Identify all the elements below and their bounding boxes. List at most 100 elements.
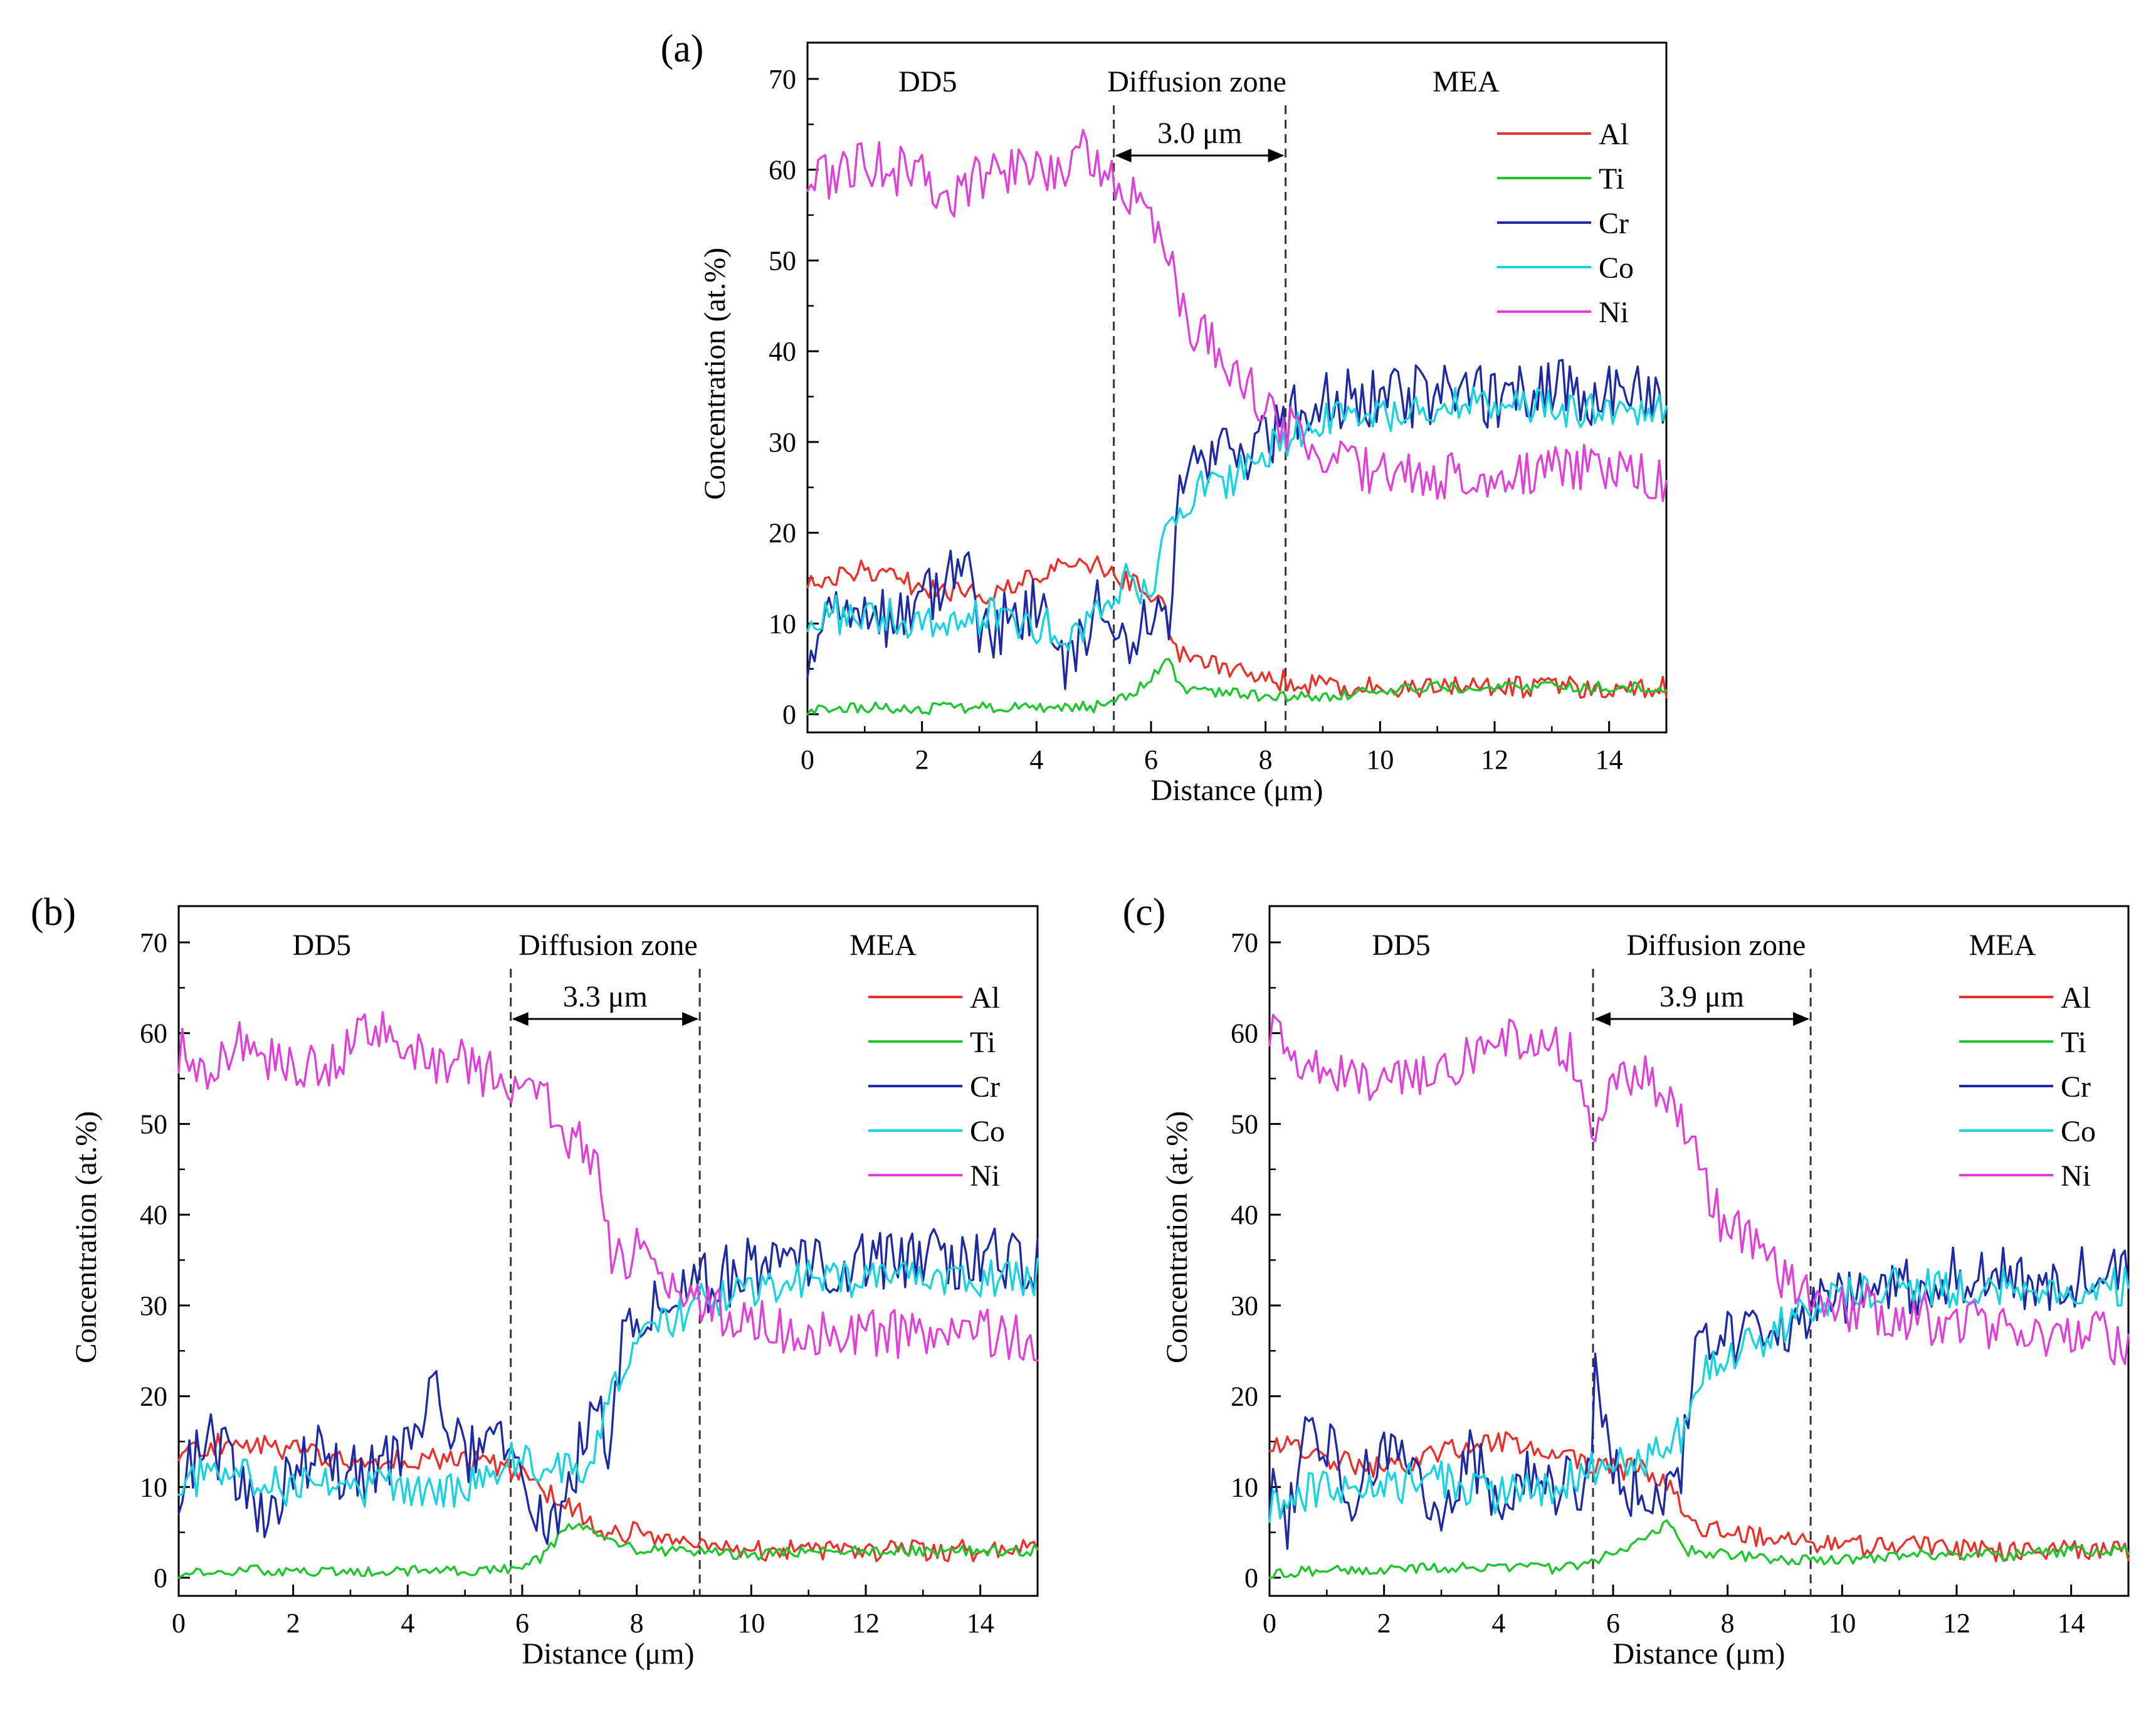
x-tick-label: 0 — [801, 744, 814, 775]
width-annotation: 3.9 μm — [1659, 980, 1744, 1013]
legend-label: Ni — [970, 1159, 1000, 1193]
x-tick-label: 8 — [1259, 744, 1273, 775]
width-arrowhead-left — [1115, 149, 1132, 162]
y-tick-label: 30 — [1231, 1290, 1258, 1321]
panel-label: (b) — [31, 891, 76, 934]
y-tick-label: 10 — [769, 608, 796, 639]
x-tick-label: 10 — [1828, 1608, 1856, 1639]
x-tick-label: 2 — [915, 744, 929, 775]
x-axis-label: Distance (μm) — [522, 1637, 695, 1670]
x-tick-label: 12 — [852, 1608, 880, 1639]
x-tick-label: 0 — [172, 1608, 186, 1639]
x-tick-label: 4 — [401, 1608, 414, 1639]
width-arrowhead-right — [1268, 149, 1285, 162]
legend-label: Ti — [1599, 162, 1624, 196]
series-line-co — [806, 386, 1668, 652]
x-tick-label: 14 — [2058, 1608, 2085, 1639]
region-label: Diffusion zone — [1627, 929, 1806, 962]
y-tick-label: 50 — [769, 245, 796, 276]
panel-b: (b) 0 2 4 6 8 10 12 14 0 10 20 30 40 50 60 70 Distance (μ… — [31, 891, 1039, 1670]
series-line-ni — [1268, 1013, 2130, 1366]
x-axis-label: Distance (μm) — [1613, 1637, 1785, 1670]
x-tick-label: 4 — [1491, 1608, 1505, 1639]
y-tick-label: 70 — [769, 64, 796, 95]
y-tick-label: 40 — [769, 336, 796, 367]
y-tick-label: 10 — [1231, 1472, 1258, 1502]
y-axis-label: Concentration (at.%) — [70, 1111, 103, 1364]
region-label: Diffusion zone — [1107, 65, 1286, 98]
legend-label: Cr — [2061, 1070, 2091, 1104]
y-tick-label: 0 — [154, 1563, 167, 1593]
width-arrowhead-left — [512, 1012, 528, 1026]
x-tick-label: 12 — [1481, 744, 1508, 775]
x-tick-label: 8 — [630, 1608, 644, 1639]
legend-label: Al — [2061, 981, 2091, 1015]
y-tick-label: 70 — [140, 927, 167, 958]
width-arrowhead-left — [1594, 1012, 1611, 1026]
y-tick-label: 70 — [1231, 927, 1258, 958]
y-tick-label: 50 — [1231, 1109, 1258, 1139]
series-line-cr — [806, 359, 1668, 690]
legend-label: Ti — [2061, 1026, 2086, 1059]
panel-a: (a) 0 2 4 6 8 10 12 14 0 10 20 30 40 50 60 70 Distance (μ… — [661, 28, 1668, 807]
region-label: Diffusion zone — [518, 929, 698, 962]
series-line-cr — [177, 1227, 1039, 1545]
y-tick-label: 40 — [140, 1200, 167, 1230]
region-label: MEA — [1969, 929, 2036, 962]
x-tick-label: 10 — [1366, 744, 1394, 775]
legend-label: Ti — [970, 1026, 996, 1059]
legend-label: Cr — [970, 1070, 1000, 1104]
x-tick-label: 6 — [515, 1608, 529, 1639]
y-tick-label: 60 — [1231, 1018, 1258, 1049]
region-label: MEA — [1433, 65, 1500, 98]
legend-label: Ni — [2061, 1159, 2091, 1193]
y-tick-label: 40 — [1231, 1200, 1258, 1230]
x-tick-label: 8 — [1721, 1608, 1735, 1639]
series-line-ni — [806, 129, 1668, 502]
y-tick-label: 10 — [140, 1472, 167, 1502]
series-line-co — [177, 1257, 1039, 1508]
x-tick-label: 4 — [1029, 744, 1043, 775]
y-axis-label: Concentration (at.%) — [1160, 1111, 1194, 1364]
x-tick-label: 6 — [1606, 1608, 1620, 1639]
legend-label: Cr — [1599, 207, 1629, 240]
series-line-al — [806, 555, 1668, 699]
panel-label: (a) — [661, 28, 704, 70]
y-tick-label: 30 — [140, 1290, 167, 1321]
plot-frame — [806, 41, 1668, 734]
legend-label: Co — [2061, 1115, 2096, 1148]
series-line-cr — [1268, 1246, 2130, 1550]
y-tick-label: 20 — [140, 1381, 167, 1412]
x-tick-label: 14 — [1596, 744, 1623, 775]
legend-label: Al — [1599, 118, 1629, 151]
legend-label: Ni — [1599, 296, 1629, 329]
series-line-ni — [177, 1011, 1039, 1362]
x-tick-label: 12 — [1943, 1608, 1970, 1639]
region-label: DD5 — [293, 929, 351, 962]
panel-label: (c) — [1123, 891, 1166, 934]
legend-label: Al — [970, 981, 1000, 1015]
y-tick-label: 0 — [1244, 1563, 1258, 1593]
y-tick-label: 30 — [769, 427, 796, 458]
region-label: DD5 — [898, 65, 957, 98]
plot-frame — [1268, 905, 2130, 1597]
region-label: MEA — [849, 929, 917, 962]
panel-c: (c) 0 2 4 6 8 10 12 14 0 10 20 30 40 50 60 70 Distance (μ… — [1123, 891, 2130, 1670]
y-tick-label: 0 — [782, 699, 796, 730]
y-axis-label: Concentration (at.%) — [698, 248, 732, 500]
x-tick-label: 6 — [1144, 744, 1158, 775]
x-axis-label: Distance (μm) — [1151, 774, 1323, 807]
series-line-ti — [1268, 1519, 2130, 1579]
series-line-ti — [806, 658, 1668, 715]
width-arrowhead-right — [682, 1012, 699, 1026]
y-tick-label: 60 — [769, 155, 796, 186]
x-tick-label: 10 — [737, 1608, 765, 1639]
region-label: DD5 — [1372, 929, 1430, 962]
series-line-al — [177, 1432, 1039, 1563]
legend-label: Co — [1599, 251, 1634, 285]
width-annotation: 3.3 μm — [563, 980, 648, 1013]
x-tick-label: 2 — [287, 1608, 300, 1639]
series-line-ti — [177, 1523, 1039, 1579]
